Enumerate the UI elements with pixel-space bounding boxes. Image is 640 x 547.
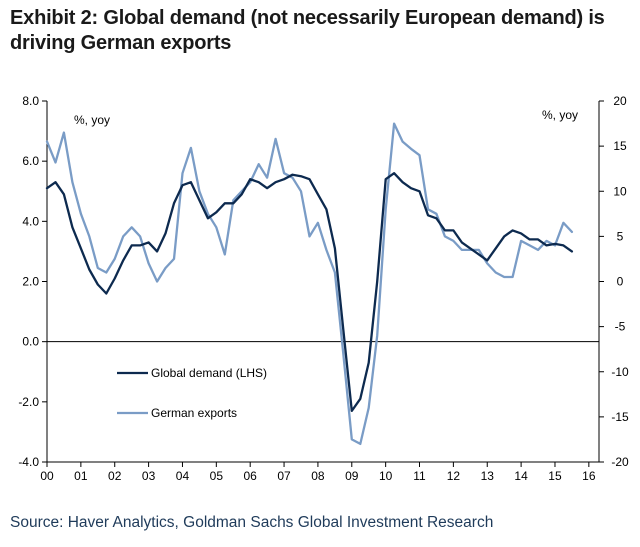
left-tick-label: -4.0 (18, 455, 39, 469)
labels: 8.0 6.0 4.0 2.0 0.0 -2.0 -4.0 20 15 10 5 0 -5 -10 -15 -… (18, 94, 629, 483)
x-tick-label: 09 (345, 469, 359, 483)
legend-global-demand-label: Global demand (LHS) (151, 366, 267, 380)
right-tick-label: -15 (611, 410, 629, 424)
x-tick-label: 00 (40, 469, 54, 483)
x-tick-label: 12 (447, 469, 461, 483)
right-tick-label: -20 (611, 455, 629, 469)
left-tick-label: -2.0 (18, 395, 39, 409)
german-exports-line (45, 122, 574, 446)
x-tick-label: 02 (108, 469, 122, 483)
x-tick-label: 13 (481, 469, 495, 483)
right-tick-label: -10 (611, 365, 629, 379)
left-tick-label: 2.0 (22, 275, 39, 289)
x-tick-label: 10 (379, 469, 393, 483)
x-tick-label: 14 (514, 469, 528, 483)
x-tick-label: 06 (244, 469, 258, 483)
x-tick-label: 11 (413, 469, 426, 483)
x-tick-label: 16 (582, 469, 596, 483)
x-tick-label: 08 (311, 469, 325, 483)
left-axis-unit-label: %, yoy (74, 113, 110, 127)
left-tick-label: 8.0 (22, 94, 39, 108)
left-tick-label: 6.0 (22, 154, 39, 168)
x-tick-label: 07 (277, 469, 291, 483)
x-tick-label: 15 (548, 469, 562, 483)
left-tick-label: 0.0 (22, 335, 39, 349)
right-axis-unit-label: %, yoy (542, 108, 578, 122)
x-tick-label: 03 (142, 469, 156, 483)
x-tick-label: 05 (210, 469, 224, 483)
x-tick-label: 04 (176, 469, 190, 483)
page-title: Exhibit 2: Global demand (not necessaril… (10, 7, 605, 54)
axes (42, 100, 604, 467)
right-tick-label: 5 (617, 229, 624, 243)
legend-german-exports-label: German exports (151, 406, 237, 420)
source-note: Source: Haver Analytics, Goldman Sachs G… (10, 514, 494, 531)
right-tick-label: -5 (615, 320, 626, 334)
right-tick-label: 0 (617, 275, 624, 289)
global-demand-line (45, 172, 574, 413)
series-layer (45, 122, 574, 446)
right-tick-label: 10 (613, 184, 627, 198)
left-tick-label: 4.0 (22, 214, 39, 228)
x-tick-label: 01 (74, 469, 88, 483)
right-tick-label: 15 (613, 139, 627, 153)
right-tick-label: 20 (613, 94, 627, 108)
